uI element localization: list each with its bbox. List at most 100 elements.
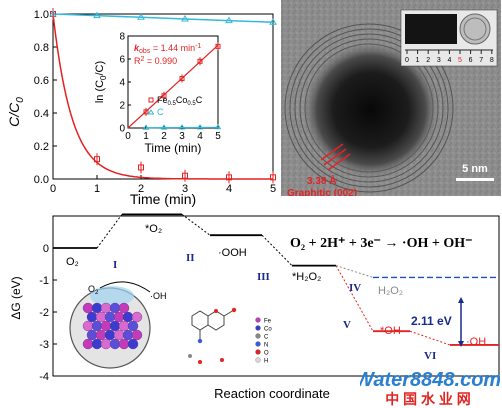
fit-curve-fe xyxy=(52,13,273,180)
step-5: V xyxy=(343,319,351,331)
connector-to-oh-star xyxy=(335,265,374,332)
x-tick-label: 1 xyxy=(94,183,100,195)
point-c xyxy=(93,11,101,19)
y-tick-label: 0.2 xyxy=(34,141,49,153)
inset-x-tick-label: 4 xyxy=(197,131,203,142)
graphitic-label: Graphitic (002) xyxy=(287,188,357,196)
state-h2o2-star: *H₂O₂ xyxy=(292,271,321,283)
core-atom xyxy=(82,302,94,314)
y-tick-label: 0.6 xyxy=(34,75,49,87)
x-tick-label: 2 xyxy=(138,183,144,195)
state-ooh: ·OOH xyxy=(218,247,247,259)
core-atom xyxy=(100,302,112,314)
core-atom xyxy=(86,311,98,323)
lattice-spacing: 3.38 Å xyxy=(307,174,336,187)
atom-legend-label: H xyxy=(264,359,268,365)
inset-ylabel: ln (C0/C) xyxy=(94,61,108,103)
inset-y-tick-label: 0 xyxy=(119,124,125,135)
kinetics-ylabel: C/C0 xyxy=(6,97,26,127)
core-atom xyxy=(131,311,143,323)
core-atom xyxy=(109,320,121,332)
core-atom xyxy=(113,329,125,341)
inset-point-c xyxy=(196,123,204,130)
core-atom xyxy=(109,302,121,314)
ruler-number: 6 xyxy=(469,57,473,64)
atom-legend-dot xyxy=(255,325,261,331)
core-atom xyxy=(127,320,139,332)
legend-marker-c xyxy=(147,109,155,115)
energy-ylabel: ΔG (eV) xyxy=(9,276,23,319)
step-1: I xyxy=(113,259,117,271)
y-tick-label: 0.4 xyxy=(34,108,49,120)
inset-r2: R2 = 0.990 xyxy=(134,56,177,66)
watermark-brand: Water8848.com xyxy=(360,369,500,391)
energy-gap-label: 2.11 eV xyxy=(411,314,452,328)
energy-plot-frame xyxy=(52,215,500,377)
core-atom xyxy=(100,320,112,332)
watermark: Water8848.com 中 国 水 业 网 xyxy=(360,369,500,407)
step-6: VI xyxy=(424,350,436,362)
core-atom xyxy=(118,338,130,350)
inset-y-tick-label: 6 xyxy=(119,55,125,66)
illustration-oh: ·OH xyxy=(150,291,167,301)
kinetics-ylabel-sub: 0 xyxy=(15,97,26,103)
ruler-number: 3 xyxy=(437,57,441,64)
inset-x-tick-label: 2 xyxy=(161,131,167,142)
ruler-number: 8 xyxy=(490,57,494,64)
connector-dashed xyxy=(261,234,293,266)
x-tick-label: 0 xyxy=(50,183,56,195)
inset-fit-line xyxy=(127,44,219,129)
atom-legend-dot xyxy=(255,317,261,323)
atom-legend-label: Co xyxy=(264,327,272,333)
ruler-number: 4 xyxy=(447,57,451,64)
energy-y-tick-label: 0 xyxy=(43,243,49,255)
inset-point-fe xyxy=(161,93,167,99)
core-atom xyxy=(122,329,134,341)
point-c xyxy=(181,14,189,22)
state-o2: O₂ xyxy=(66,256,79,268)
x-tick-label: 4 xyxy=(226,183,232,195)
ruler-number: 1 xyxy=(416,57,420,64)
lattice-fringe-marker xyxy=(320,143,351,171)
atom-legend-dot xyxy=(255,341,261,347)
reaction-equation: O₂ + 2H⁺ + 3e⁻ → ·OH + OH⁻ xyxy=(290,236,473,251)
inset-point-c xyxy=(142,124,150,130)
watermark-chinese: 中 国 水 业 网 xyxy=(385,391,471,407)
y-tick-label: 0.0 xyxy=(34,174,49,186)
core-atom xyxy=(100,338,112,350)
atom-legend-dot xyxy=(255,357,261,363)
core-atom xyxy=(91,302,103,314)
atom-legend-label: Fe xyxy=(264,319,272,325)
connector-dashed xyxy=(96,214,123,249)
y-tick-label: 1.0 xyxy=(34,9,49,21)
energy-gap-arrow xyxy=(458,297,464,347)
scale-label: 5 nm xyxy=(462,163,488,175)
atom-legend-dot xyxy=(255,349,261,355)
point-fe xyxy=(226,174,232,181)
product-atom-2 xyxy=(198,360,202,364)
nanoparticle-core xyxy=(303,42,439,178)
energy-y-tick-label: -4 xyxy=(39,371,49,383)
atom-legend-label: O xyxy=(264,351,269,357)
coin-rim xyxy=(463,17,487,41)
legend-label-fe: Fe0.5Co0.5C xyxy=(157,95,203,107)
point-c xyxy=(137,13,145,20)
state-o2-star: *O₂ xyxy=(145,223,162,235)
inset-x-tick-label: 3 xyxy=(179,131,185,142)
state-h2o2: H₂O₂ xyxy=(378,285,403,297)
inset-ylabel-sub: 0 xyxy=(99,75,108,80)
connector-to-h2o2 xyxy=(335,265,374,278)
ruler-number: 2 xyxy=(426,57,430,64)
core-atom xyxy=(86,329,98,341)
inset-y-tick-label: 2 xyxy=(119,101,125,112)
point-fe xyxy=(270,174,276,181)
core-atom xyxy=(118,302,130,314)
inset-x-tick-label: 0 xyxy=(125,131,131,142)
inset-frame xyxy=(127,35,219,129)
legend-label-c: C xyxy=(157,107,164,117)
ruler-number: 5 xyxy=(458,57,462,64)
oxygen-glow xyxy=(90,286,134,306)
core-atom xyxy=(104,311,116,323)
